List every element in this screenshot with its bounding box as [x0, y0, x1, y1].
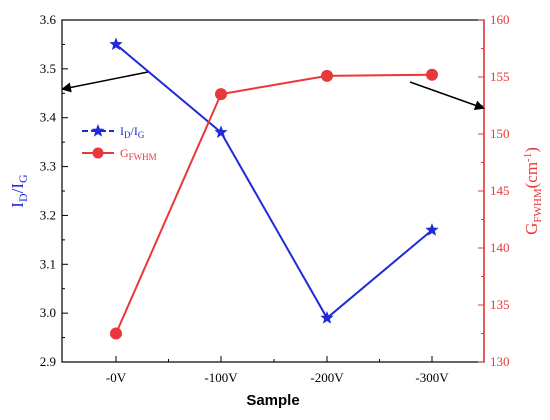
id-ig-star-marker	[320, 311, 334, 324]
right-axis-tick-label: 140	[490, 240, 510, 255]
right-axis-title: GFWHM(cm-1)	[522, 147, 544, 235]
legend-circle-marker	[92, 147, 104, 159]
left-y-axis: 2.9 3.0 3.1 3.2 3.3 3.4 3.5 3.6	[40, 12, 68, 369]
g-fwhm-circle-marker	[215, 88, 227, 101]
g-fwhm-series-line	[115, 73, 433, 334]
series-layer	[109, 37, 439, 340]
right-axis-tick-label: 150	[490, 126, 510, 141]
x-axis: -0V -100V -200V -300V	[106, 356, 449, 385]
g-fwhm-circle-marker	[321, 69, 333, 82]
right-axis-tick-label: 135	[490, 297, 510, 312]
left-axis-tick-label: 2.9	[40, 354, 56, 369]
left-axis-tick-label: 3.1	[40, 256, 56, 271]
x-axis-tick-label: -200V	[310, 370, 344, 385]
legend-entry-g-fwhm: GFWHM	[82, 146, 157, 162]
id-ig-star-marker	[214, 125, 228, 139]
id-ig-star-marker	[425, 223, 439, 236]
left-axis-tick-label: 3.4	[40, 110, 57, 125]
left-axis-tick-label: 3.2	[40, 207, 56, 222]
legend-star-marker	[91, 124, 105, 137]
x-axis-tick-label: -0V	[106, 370, 127, 385]
g-fwhm-circle-marker	[426, 68, 438, 81]
g-fwhm-circle-marker	[110, 327, 122, 340]
right-y-axis: 130 135 140 145 150 155 160	[478, 12, 510, 369]
right-axis-tick-label: 130	[490, 354, 510, 369]
left-axis-title: ID/IG	[8, 174, 30, 208]
left-axis-pointer-arrow	[61, 71, 149, 93]
left-axis-tick-label: 3.5	[40, 61, 56, 76]
id-ig-star-marker	[109, 37, 123, 51]
left-axis-tick-label: 3.0	[40, 305, 56, 320]
legend-entry-id-ig: ID/IG	[82, 124, 145, 140]
legend-label-g-fwhm: GFWHM	[120, 146, 157, 162]
legend: ID/IG GFWHM	[82, 124, 157, 162]
right-axis-tick-label: 145	[490, 183, 510, 198]
x-axis-title: Sample	[246, 392, 299, 409]
right-axis-tick-label: 155	[490, 69, 510, 84]
right-axis-pointer-arrow	[409, 81, 485, 111]
legend-label-id-ig: ID/IG	[120, 124, 145, 140]
right-axis-tick-label: 160	[490, 12, 510, 27]
left-axis-tick-label: 3.6	[40, 12, 57, 27]
x-axis-tick-label: -100V	[204, 370, 238, 385]
left-axis-tick-label: 3.3	[40, 159, 56, 174]
id-ig-series-line	[115, 43, 433, 320]
x-axis-tick-label: -300V	[415, 370, 449, 385]
